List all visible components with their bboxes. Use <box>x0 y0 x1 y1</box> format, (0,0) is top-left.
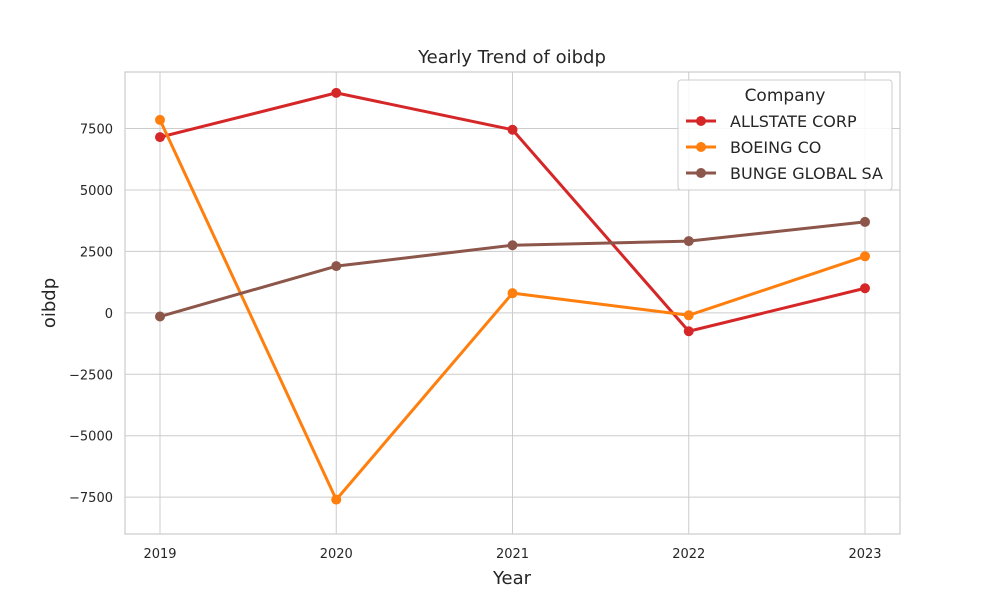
data-point-bunge-global-sa <box>155 311 165 322</box>
legend-title: Company <box>745 86 826 106</box>
legend-label-boeing-co: BOEING CO <box>730 138 821 157</box>
y-tick-label: −5000 <box>69 430 113 445</box>
plot-frame <box>124 71 901 535</box>
x-axis-label: Year <box>492 568 532 589</box>
x-tick-label: 2022 <box>672 547 705 562</box>
y-tick-label: 2500 <box>80 245 113 260</box>
y-tick-label: −2500 <box>69 368 113 383</box>
chart-title: Yearly Trend of oibdp <box>417 47 606 68</box>
y-axis-label: oibdp <box>39 278 60 328</box>
data-point-bunge-global-sa <box>507 240 518 251</box>
legend-swatch-marker-bunge-global-sa <box>696 168 706 178</box>
data-point-bunge-global-sa <box>860 216 870 227</box>
legend-label-allstate-corp: ALLSTATE CORP <box>730 112 857 131</box>
data-point-allstate-corp <box>683 326 694 337</box>
x-tick-label: 2023 <box>848 547 881 562</box>
legend-label-bunge-global-sa: BUNGE GLOBAL SA <box>730 164 883 183</box>
tick-labels: 2019 2020 2021 2022 2023 −7500 −5000 −2500 0 2500… <box>69 123 882 562</box>
legend-swatch-marker-allstate-corp <box>696 116 706 126</box>
data-point-boeing-co <box>860 251 870 262</box>
y-tick-label: 5000 <box>80 184 113 199</box>
data-point-boeing-co <box>155 114 165 125</box>
data-point-bunge-global-sa <box>331 261 342 272</box>
data-point-allstate-corp <box>155 132 165 143</box>
y-tick-label: 0 <box>105 307 113 322</box>
x-tick-label: 2020 <box>320 547 353 562</box>
legend: Company ALLSTATE CORP BOEING CO BUNGE GLOB… <box>677 79 893 191</box>
x-tick-label: 2019 <box>143 547 176 562</box>
data-point-boeing-co <box>507 288 518 299</box>
data-point-allstate-corp <box>860 283 870 294</box>
data-point-boeing-co <box>331 494 342 505</box>
data-point-boeing-co <box>683 310 694 321</box>
x-tick-label: 2021 <box>496 547 529 562</box>
data-point-allstate-corp <box>331 87 342 98</box>
y-tick-label: 7500 <box>80 123 113 138</box>
series-layer <box>155 87 870 505</box>
legend-items: ALLSTATE CORP BOEING CO BUNGE GLOBAL SA <box>686 112 883 183</box>
data-point-allstate-corp <box>507 124 518 135</box>
legend-swatch-marker-boeing-co <box>696 142 706 152</box>
data-point-bunge-global-sa <box>683 236 694 247</box>
legend-box <box>677 79 893 191</box>
y-tick-label: −7500 <box>69 491 113 506</box>
